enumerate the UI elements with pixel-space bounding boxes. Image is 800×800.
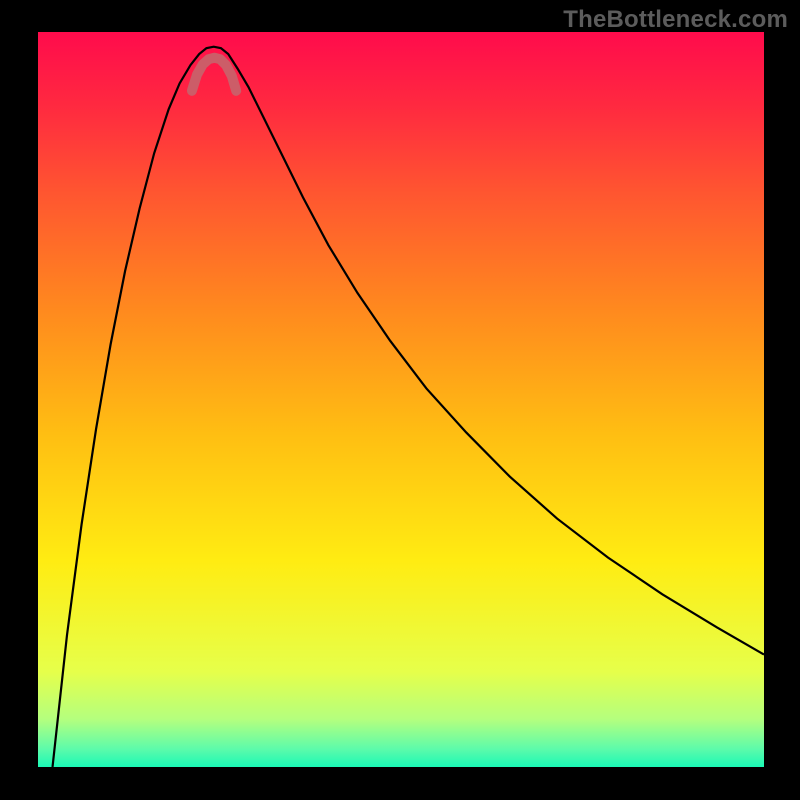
watermark-text: TheBottleneck.com — [563, 6, 788, 34]
bottleneck-curve — [53, 47, 764, 767]
chart-canvas: TheBottleneck.com — [0, 0, 800, 800]
curve-layer — [38, 32, 764, 767]
u-marker-arc — [192, 58, 236, 91]
plot-area — [38, 32, 764, 767]
